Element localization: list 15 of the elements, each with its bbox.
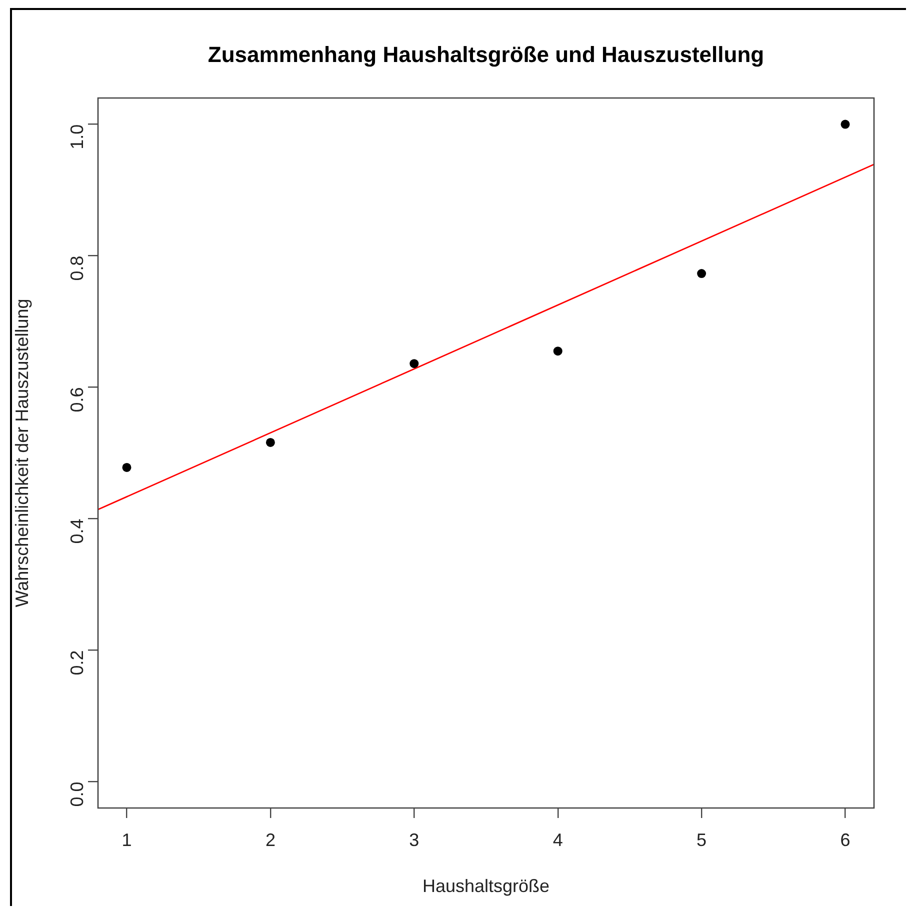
y-tick-label: 0.4: [66, 518, 87, 544]
x-tick-label: 5: [696, 830, 707, 850]
x-tick-label: 3: [409, 830, 420, 850]
chart-title: Zusammenhang Haushaltsgröße und Hauszustellung: [206, 42, 766, 68]
y-tick-label: 0.2: [66, 650, 87, 676]
x-tick-label: 4: [552, 830, 563, 850]
x-tick-label: 1: [122, 830, 132, 850]
x-tick-label: 6: [840, 830, 850, 850]
y-tick-label: 0.6: [66, 387, 87, 412]
y-tick-label: 1.0: [66, 124, 87, 150]
x-tick-label: 2: [265, 830, 276, 850]
x-axis-title: Haushaltsgröße: [422, 876, 550, 896]
y-axis-title: Wahrscheinlichkeit der Hauszustellung: [12, 298, 32, 608]
y-tick-label: 0.0: [66, 782, 87, 807]
y-tick-label: 0.8: [66, 256, 87, 281]
